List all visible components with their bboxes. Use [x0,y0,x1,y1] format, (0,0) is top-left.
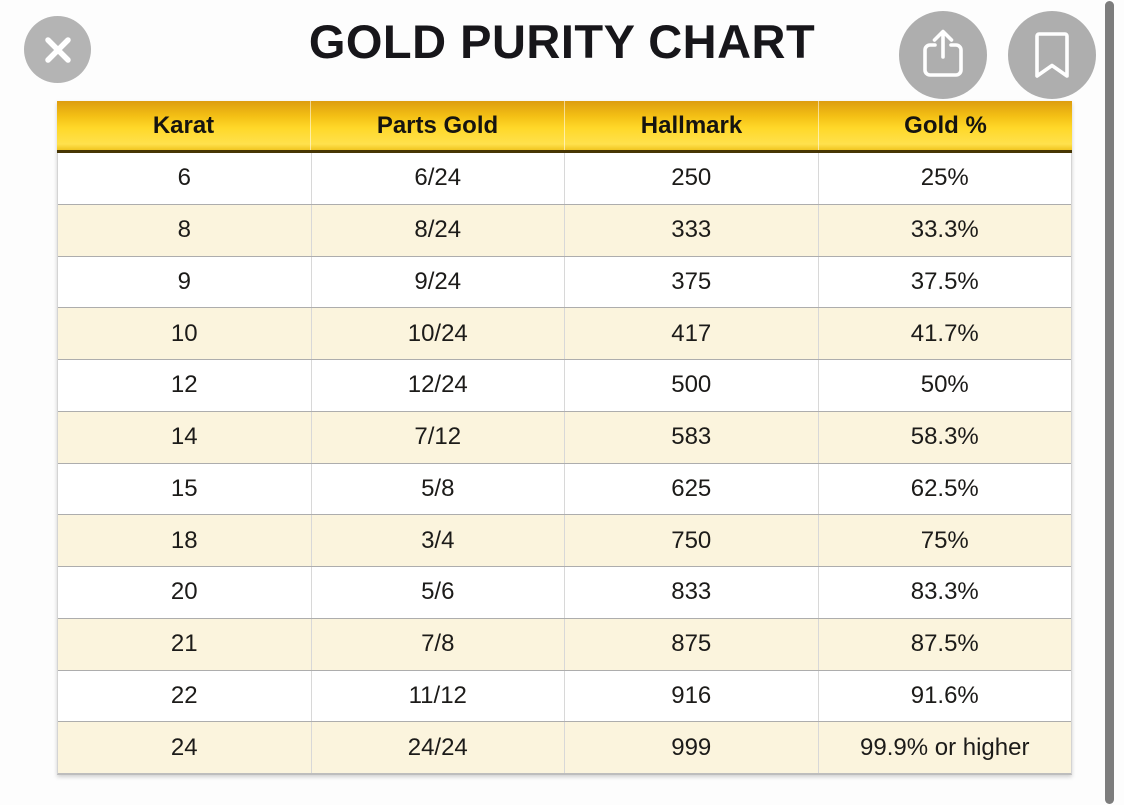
cell-hallmark: 916 [565,670,819,722]
table-row: 21 7/8 875 87.5% [58,618,1071,671]
table-body: 6 6/24 250 25% 8 8/24 333 33.3% 9 9/24 3… [57,153,1072,775]
cell-parts-gold: 12/24 [312,360,565,411]
gold-purity-table: Karat Parts Gold Hallmark Gold % 6 6/24 … [57,101,1072,775]
table-row: 10 10/24 417 41.7% [58,308,1071,360]
cell-gold-pct: 87.5% [910,630,979,658]
close-icon [44,36,71,63]
column-header-hallmark: Hallmark [565,101,819,150]
cell-gold-pct: 41.7% [910,319,979,347]
table-header-row: Karat Parts Gold Hallmark Gold % [57,101,1072,153]
cell-hallmark: 875 [565,618,819,670]
cell-hallmark: 625 [565,463,819,515]
cell-hallmark: 417 [565,308,819,359]
cell-hallmark: 333 [565,204,819,256]
cell-parts-gold: 9/24 [312,256,565,308]
page-title: GOLD PURITY CHART [308,15,816,68]
table-row: 9 9/24 375 37.5% [58,256,1071,309]
cell-karat: 18 [58,515,312,566]
cell-gold-pct: 62.5% [910,474,979,502]
cell-gold-pct: 75% [920,526,969,554]
cell-parts-gold: 3/4 [312,515,565,566]
cell-gold-pct: 99.9% or higher [860,733,1030,761]
cell-gold-pct: 37.5% [910,267,979,295]
table-row: 24 24/24 999 99.9% or higher [58,722,1071,773]
cell-parts-gold: 6/24 [312,153,565,204]
cell-gold-pct: 50% [920,371,969,399]
close-button[interactable] [24,16,91,83]
cell-hallmark: 375 [565,256,819,308]
table-row: 12 12/24 500 50% [58,360,1071,412]
cell-parts-gold: 7/8 [312,618,565,670]
cell-parts-gold: 11/12 [312,670,565,722]
cell-hallmark: 583 [565,411,819,463]
cell-gold-pct: 58.3% [910,423,979,451]
cell-parts-gold: 5/8 [312,463,565,515]
cell-karat: 12 [58,360,312,411]
cell-gold-pct: 91.6% [910,681,979,709]
share-icon [923,29,963,77]
table-row: 6 6/24 250 25% [58,153,1071,205]
cell-karat: 9 [58,256,312,308]
column-header-parts-gold: Parts Gold [311,101,565,150]
cell-karat: 10 [58,308,312,359]
table-row: 15 5/8 625 62.5% [58,463,1071,516]
cell-karat: 20 [58,567,312,618]
table-row: 22 11/12 916 91.6% [58,670,1071,723]
cell-karat: 24 [58,722,312,773]
table-row: 14 7/12 583 58.3% [58,411,1071,464]
cell-hallmark: 250 [565,153,819,204]
cell-gold-pct: 83.3% [910,578,979,606]
column-header-karat: Karat [57,101,311,150]
cell-parts-gold: 7/12 [312,411,565,463]
scrollbar-thumb[interactable] [1105,1,1114,804]
cell-gold-pct: 33.3% [910,216,979,244]
column-header-gold-pct: Gold % [904,111,987,139]
cell-karat: 21 [58,618,312,670]
cell-gold-pct: 25% [920,164,969,192]
cell-parts-gold: 10/24 [312,308,565,359]
bookmark-button[interactable] [1008,11,1096,99]
cell-hallmark: 500 [565,360,819,411]
cell-karat: 15 [58,463,312,515]
cell-hallmark: 999 [565,722,819,773]
bookmark-icon [1035,32,1069,78]
cell-parts-gold: 5/6 [312,567,565,618]
cell-hallmark: 750 [565,515,819,566]
cell-hallmark: 833 [565,567,819,618]
table-row: 8 8/24 333 33.3% [58,204,1071,257]
cell-karat: 8 [58,204,312,256]
cell-karat: 14 [58,411,312,463]
cell-parts-gold: 8/24 [312,204,565,256]
table-row: 20 5/6 833 83.3% [58,567,1071,619]
table-row: 18 3/4 750 75% [58,515,1071,567]
share-button[interactable] [899,11,987,99]
cell-karat: 22 [58,670,312,722]
cell-karat: 6 [58,153,312,204]
cell-parts-gold: 24/24 [312,722,565,773]
